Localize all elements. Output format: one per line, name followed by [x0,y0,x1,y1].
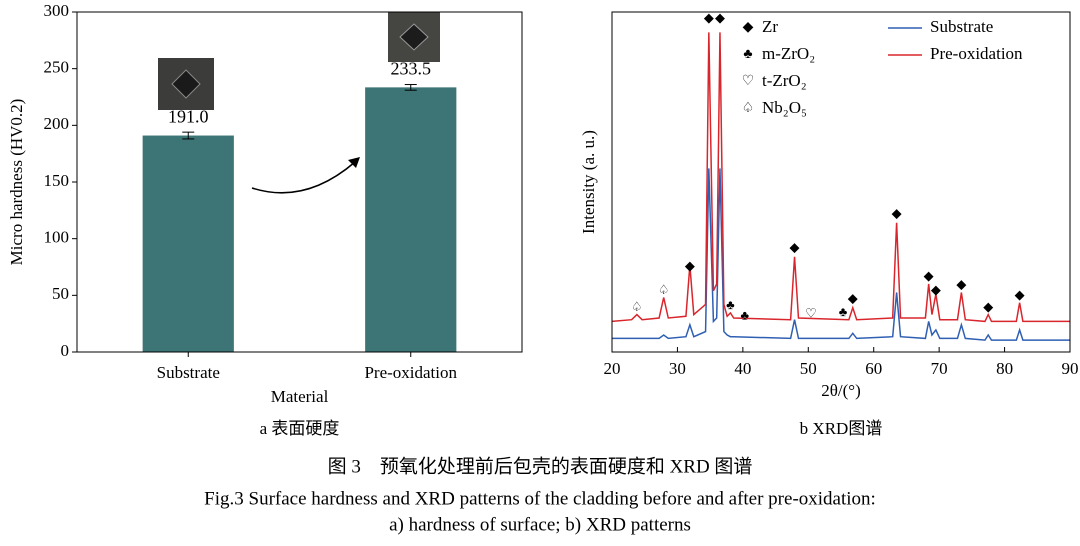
micrograph [388,12,440,62]
peak-marker: ◆ [1015,287,1025,302]
peak-marker: ◆ [983,299,993,314]
y-tick-label: 300 [44,1,70,20]
peak-marker: ◆ [892,205,902,220]
x-tick-label: 80 [996,359,1013,378]
legend-symbol: ♤ [742,101,755,116]
peak-marker: ♣ [741,307,750,322]
peak-marker: ◆ [704,10,714,25]
peak-marker: ◆ [956,277,966,292]
x-tick-label: 90 [1062,359,1079,378]
x-tick-label: 60 [865,359,882,378]
y-tick-label: 150 [44,171,70,190]
legend-label: Pre-oxidation [930,44,1023,63]
x-tick-label: 30 [669,359,686,378]
peak-marker: ♤ [658,282,670,297]
series-line [611,32,1070,323]
peak-marker: ◆ [848,290,858,305]
x-axis-label: Material [271,387,329,406]
y-tick-label: 0 [61,341,70,360]
x-tick-label: Substrate [157,363,220,382]
y-tick-label: 100 [44,228,70,247]
x-tick-label: Pre-oxidation [364,363,457,382]
legend-label: t-ZrO₂ [762,71,807,90]
subcaption: b XRD图谱 [800,419,883,438]
peak-marker: ◆ [931,282,941,297]
plot-frame [611,11,1071,353]
x-tick-label: 20 [604,359,621,378]
figure-caption: Fig.3 Surface hardness and XRD patterns … [204,488,876,509]
x-tick-label: 50 [800,359,817,378]
peak-marker: ◆ [790,239,800,254]
legend-symbol: ♡ [742,74,755,89]
peak-marker: ♣ [839,304,848,319]
peak-marker: ♣ [726,297,735,312]
figure-caption: a) hardness of surface; b) XRD patterns [389,514,691,535]
peak-marker: ♤ [631,299,643,314]
legend-label: Substrate [930,17,993,36]
series-line [612,168,1070,341]
y-tick-label: 200 [44,114,70,133]
plot-frame [76,11,523,353]
x-tick-label: 40 [734,359,751,378]
x-tick-label: 70 [931,359,948,378]
legend-label: m-ZrO₂ [762,44,815,63]
bar [365,87,457,352]
y-tick-label: 50 [52,284,69,303]
legend-symbol: ♣ [743,47,752,62]
value-label: 191.0 [168,106,209,126]
legend-label: Nb₂O₅ [762,98,807,117]
peak-marker: ◆ [715,10,725,25]
y-axis-label: Micro hardness (HV0.2) [7,99,26,266]
arrow [251,161,356,194]
y-tick-label: 250 [44,58,70,77]
y-axis-label: Intensity (a. u.) [579,130,598,234]
peak-marker: ♡ [805,306,817,321]
peak-marker: ◆ [685,258,695,273]
subcaption: a 表面硬度 [260,419,340,438]
x-axis-label: 2θ/(°) [821,381,861,400]
arrow-head [348,157,360,168]
bar [142,135,234,352]
value-label: 233.5 [391,59,432,79]
legend-label: Zr [762,17,778,36]
micrograph [158,58,214,110]
figure-caption: 图 3 预氧化处理前后包壳的表面硬度和 XRD 图谱 [328,455,753,477]
legend-symbol: ◆ [743,20,754,35]
peak-marker: ◆ [924,268,934,283]
